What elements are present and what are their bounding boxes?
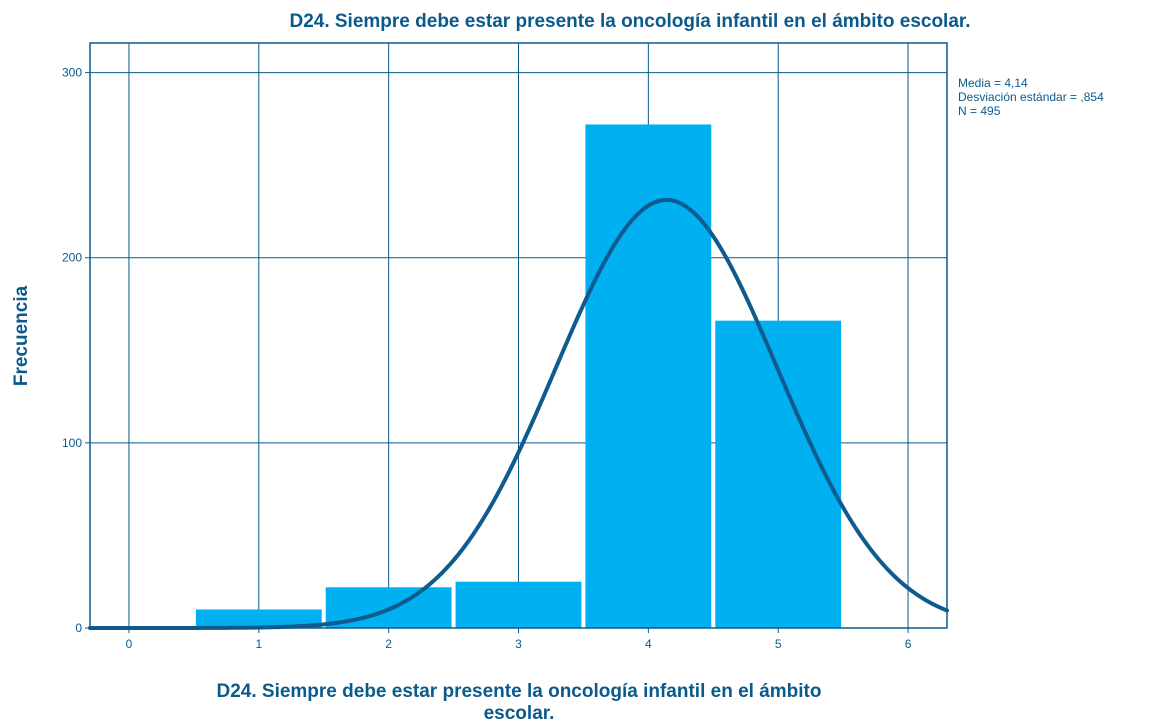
y-tick-label: 300 — [62, 66, 82, 80]
x-tick-label: 2 — [385, 637, 392, 651]
chart-title: D24. Siempre debe estar presente la onco… — [289, 11, 970, 32]
x-tick-label: 4 — [645, 637, 652, 651]
y-tick-label: 0 — [75, 621, 82, 635]
x-axis-label-line-2: escolar. — [484, 703, 555, 724]
ticks-layer: 0 1 2 3 4 5 6 0 100 200 300 — [62, 66, 912, 651]
histogram-bar — [195, 609, 322, 628]
x-tick-label: 3 — [515, 637, 522, 651]
y-axis-label: Frecuencia — [11, 285, 32, 386]
y-tick-label: 200 — [62, 251, 82, 265]
x-axis-label-line-1: D24. Siempre debe estar presente la onco… — [216, 681, 821, 702]
x-tick-label: 5 — [775, 637, 782, 651]
x-tick-label: 6 — [905, 637, 912, 651]
y-tick-label: 100 — [62, 436, 82, 450]
stat-std: Desviación estándar = ,854 — [958, 90, 1104, 104]
histogram-bar — [455, 581, 582, 628]
histogram-bar — [585, 124, 712, 629]
stat-n: N = 495 — [958, 104, 1001, 118]
stat-mean: Media = 4,14 — [958, 76, 1028, 90]
x-tick-label: 1 — [255, 637, 262, 651]
x-tick-label: 0 — [126, 637, 133, 651]
